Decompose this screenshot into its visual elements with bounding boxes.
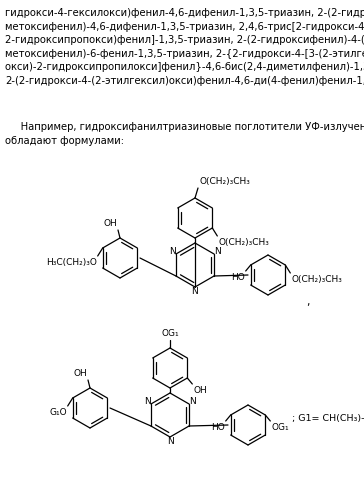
Text: OH: OH (103, 219, 117, 228)
Text: HO: HO (231, 273, 245, 282)
Text: OH: OH (193, 386, 207, 395)
Text: O(CH₂)₃CH₃: O(CH₂)₃CH₃ (199, 177, 250, 186)
Text: N: N (169, 247, 175, 256)
Text: HO: HO (211, 423, 225, 432)
Text: Например, гидроксифанилтриазиновые поглотители УФ-излучения
обладают формулами:: Например, гидроксифанилтриазиновые погло… (5, 122, 364, 146)
Text: N: N (144, 397, 150, 406)
Text: OH: OH (73, 369, 87, 378)
Text: N: N (190, 397, 196, 406)
Text: ; G1= CH(CH₃)-COO-C₂H₅.: ; G1= CH(CH₃)-COO-C₂H₅. (292, 414, 364, 422)
Text: OG₁: OG₁ (271, 423, 289, 432)
Text: ,: , (306, 297, 309, 307)
Text: H₃C(CH₂)₃O: H₃C(CH₂)₃O (46, 258, 97, 267)
Text: OG₁: OG₁ (161, 329, 179, 338)
Text: N: N (167, 437, 173, 446)
Text: N: N (214, 247, 221, 256)
Text: O(CH₂)₃CH₃: O(CH₂)₃CH₃ (218, 238, 269, 247)
Text: O(CH₂)₃CH₃: O(CH₂)₃CH₃ (291, 275, 342, 284)
Text: G₁O: G₁O (49, 408, 67, 417)
Text: гидрокси-4-гексилокси)фенил-4,6-дифенил-1,3,5-триазин, 2-(2-гидрокси-4-
метоксиф: гидрокси-4-гексилокси)фенил-4,6-дифенил-… (5, 8, 364, 86)
Text: N: N (191, 287, 198, 296)
